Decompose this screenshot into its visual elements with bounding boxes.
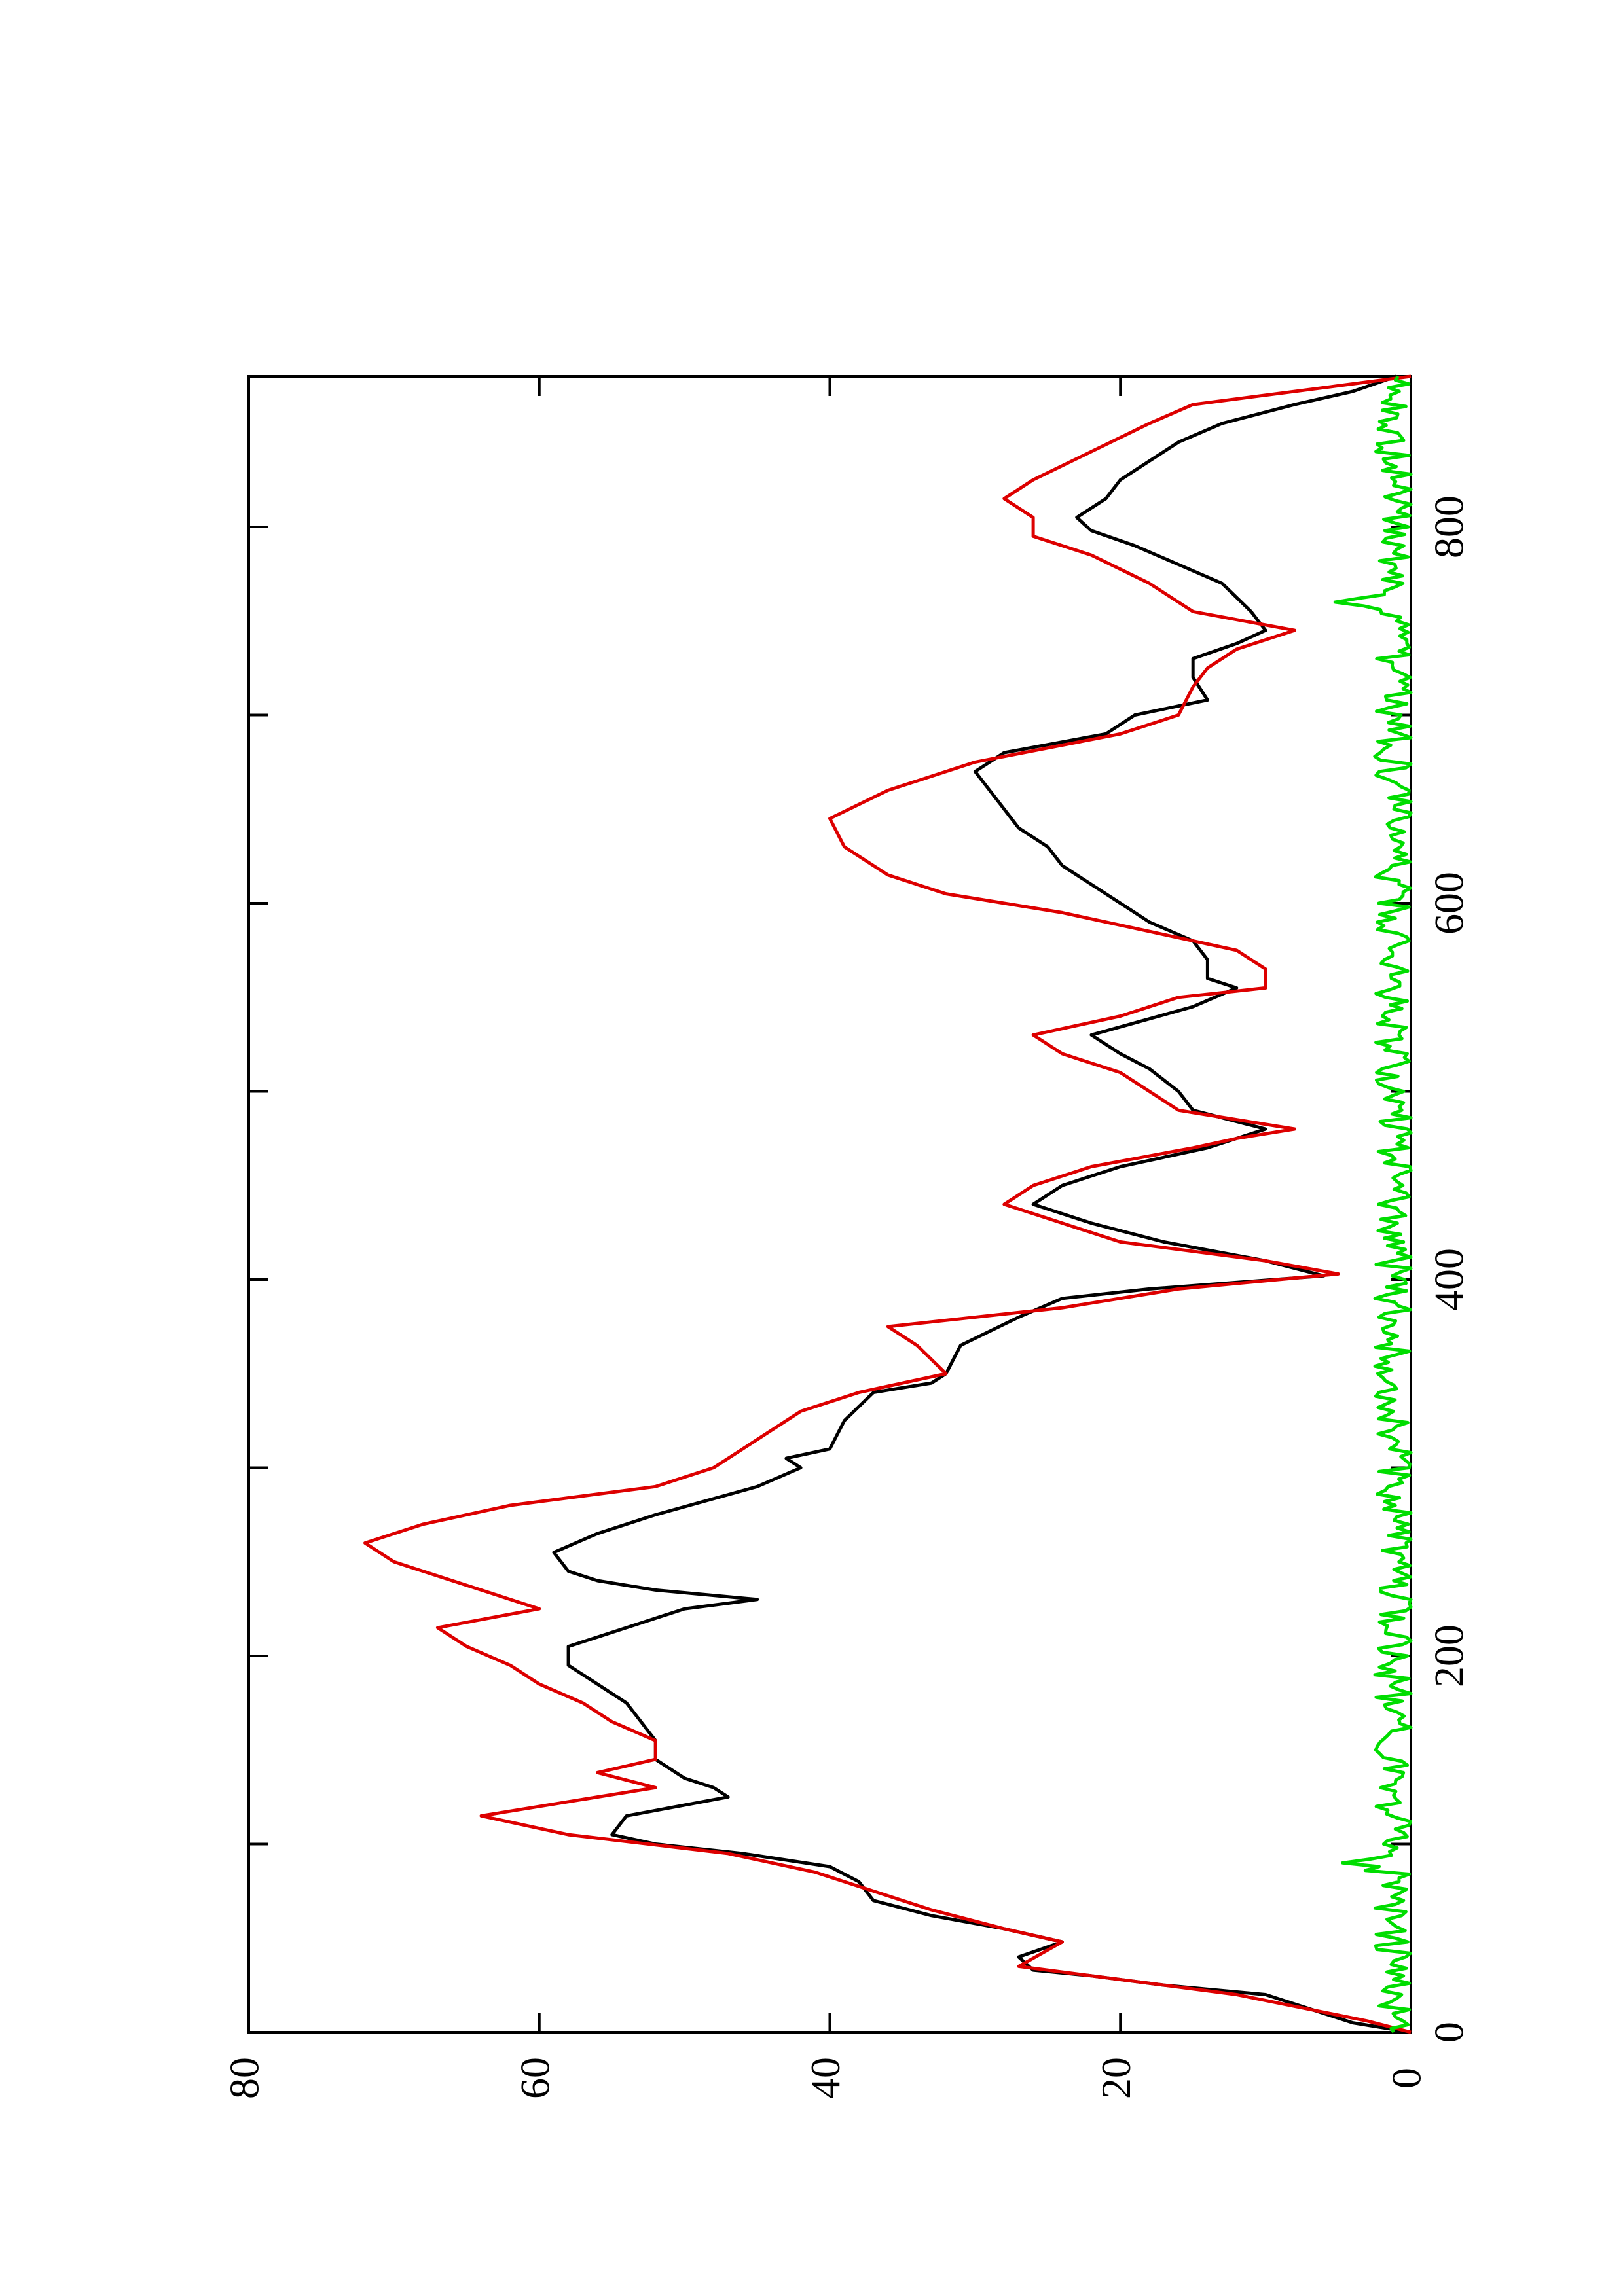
series-line-1 xyxy=(363,374,1412,2034)
series-line-0 xyxy=(552,374,1412,2034)
tick-labels: 0 200 400 600 800 0 20 40 60 80 xyxy=(221,495,1472,2099)
x-tick-label: 200 xyxy=(1426,1624,1472,1687)
plot-frame xyxy=(247,375,1412,2034)
axis-ticks xyxy=(247,376,1412,2034)
y-tick-label: 40 xyxy=(802,2057,848,2099)
y-tick-label: 80 xyxy=(221,2057,268,2099)
y-tick-label: 20 xyxy=(1093,2057,1139,2099)
x-tick-label: 0 xyxy=(1426,2022,1472,2043)
series-group xyxy=(363,374,1413,2034)
series-line-2 xyxy=(1333,375,1413,2034)
x-tick-label: 400 xyxy=(1426,1248,1472,1311)
y-tick-label: 0 xyxy=(1383,2068,1430,2089)
x-tick-label: 800 xyxy=(1426,495,1472,558)
y-tick-label: 60 xyxy=(511,2057,558,2099)
x-tick-label: 600 xyxy=(1426,872,1472,935)
